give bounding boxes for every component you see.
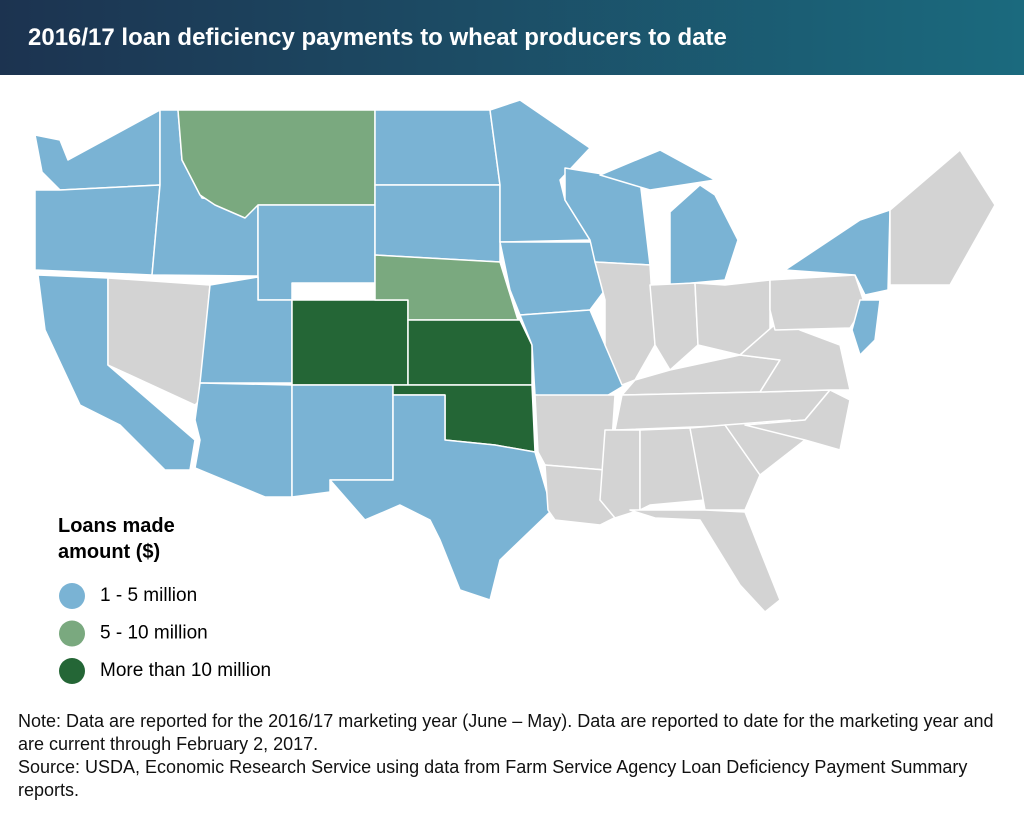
state <box>639 427 706 511</box>
state <box>784 209 891 296</box>
legend-label: 5 - 10 million <box>100 623 208 644</box>
note: Note: Data are reported for the 2016/17 … <box>18 711 994 754</box>
state <box>769 274 866 331</box>
state <box>889 149 996 286</box>
header-title: 2016/17 loan deficiency payments to whea… <box>0 0 1024 75</box>
state <box>34 184 161 276</box>
legend-label: 1 - 5 million <box>100 585 197 606</box>
state <box>649 282 699 371</box>
state <box>329 394 553 601</box>
state <box>374 109 501 186</box>
state <box>519 309 626 401</box>
state <box>291 299 409 386</box>
state <box>34 109 161 191</box>
legend-swatch <box>59 620 85 647</box>
state <box>599 429 641 519</box>
state <box>851 299 881 356</box>
source: Source: USDA, Economic Research Service … <box>18 757 968 800</box>
map: Loans made amount ($) 1 - 5 million 5 - 1… <box>34 99 996 684</box>
state <box>594 261 656 386</box>
states <box>34 99 996 613</box>
state <box>374 184 501 263</box>
legend-label: More than 10 million <box>100 660 271 681</box>
legend: 1 - 5 million 5 - 10 million More than 10 … <box>59 583 271 684</box>
state <box>744 389 851 451</box>
state <box>407 319 533 386</box>
state <box>599 149 716 191</box>
legend-swatch <box>59 583 85 609</box>
state <box>194 382 293 498</box>
state <box>629 509 781 613</box>
legend-title: Loans made <box>58 515 175 537</box>
state <box>689 424 761 511</box>
state <box>499 241 606 316</box>
state <box>257 204 376 301</box>
legend-title: amount ($) <box>58 541 160 563</box>
state <box>669 184 739 286</box>
legend-swatch <box>59 658 85 684</box>
notes: Note: Data are reported for the 2016/17 … <box>18 710 1008 802</box>
